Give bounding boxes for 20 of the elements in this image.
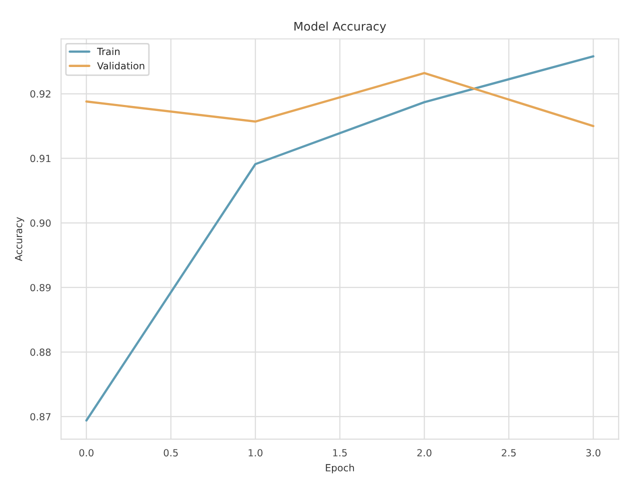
chart-title: Model Accuracy <box>294 22 386 33</box>
x-axis-title: Epoch <box>326 464 354 474</box>
line-series <box>85 72 594 128</box>
x-tick-label: 1.5 <box>333 449 347 456</box>
x-tick-label: 0.5 <box>164 449 178 456</box>
x-tick-label: 1.0 <box>248 449 262 456</box>
y-tick-label: 0.87 <box>30 413 50 420</box>
legend-label: Validation <box>97 62 144 70</box>
y-tick-label: 0.88 <box>30 348 51 356</box>
x-tick-label: 2.0 <box>417 449 432 456</box>
legend-label: Train <box>96 48 120 56</box>
y-tick-label: 0.91 <box>30 154 50 162</box>
x-tick-label: 0.0 <box>79 449 94 456</box>
line-series <box>85 55 594 422</box>
y-tick-label: 0.90 <box>30 219 51 227</box>
y-axis-title: Accuracy <box>15 217 24 262</box>
x-tick-label: 2.5 <box>502 449 516 456</box>
y-tick-label: 0.92 <box>30 90 50 98</box>
x-tick-label: 3.0 <box>586 449 600 456</box>
y-tick-label: 0.89 <box>30 284 51 292</box>
